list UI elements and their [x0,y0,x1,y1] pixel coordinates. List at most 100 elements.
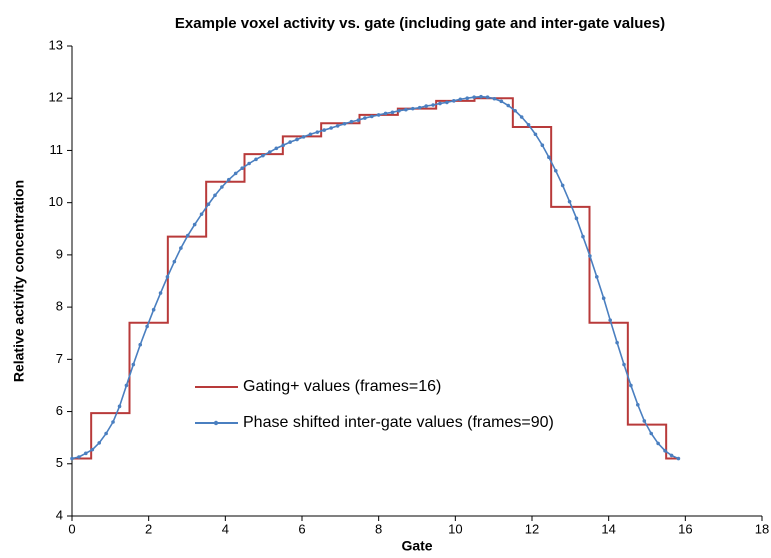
point [383,111,388,116]
y-tick-label: 7 [56,351,63,366]
x-tick-label: 16 [678,521,692,536]
point [540,143,545,148]
x-tick-label: 0 [68,521,75,536]
point [111,420,115,424]
point [452,99,456,103]
point [458,97,463,102]
point [301,135,306,139]
y-tick-label: 8 [56,299,63,314]
x-tick-label: 14 [601,521,615,536]
point [669,453,674,458]
point [281,143,286,148]
point [206,202,211,207]
y-tick-label: 9 [56,246,63,261]
point [485,95,490,99]
x-tick-label: 4 [222,521,229,536]
point [479,94,483,99]
point [315,130,320,134]
legend-marker [213,420,219,426]
point [506,103,511,108]
point [295,137,299,142]
point [329,126,333,130]
point [77,455,81,459]
point [226,177,231,182]
x-axis-label: Gate [401,538,432,554]
point [220,185,224,189]
point [445,100,449,105]
x-tick-label: 2 [145,521,152,536]
y-tick-label: 4 [56,507,63,522]
y-tick-label: 6 [56,403,63,418]
point [567,199,572,204]
point [376,113,381,117]
point [192,222,197,227]
point [240,166,244,170]
point [117,404,122,409]
point [247,161,251,166]
series-line [71,95,679,460]
point [179,246,183,250]
point [533,132,538,137]
point [349,119,354,124]
point [97,441,102,445]
x-tick-label: 8 [375,521,382,536]
point [369,114,374,119]
y-axis-label: Relative activity concentration [11,180,27,382]
point [199,212,204,216]
point [84,451,88,456]
point [356,118,361,122]
point [90,447,95,452]
point [185,233,190,238]
point [404,107,408,112]
point [335,124,340,128]
point [417,105,422,110]
point [70,456,74,461]
point [124,383,129,388]
point [268,150,272,154]
point [274,146,279,151]
y-tick-label: 13 [49,37,63,52]
point [513,108,517,113]
point [363,116,367,120]
point [465,96,470,101]
point [438,101,442,106]
point [397,108,401,113]
point [288,140,292,144]
y-tick-label: 5 [56,455,63,470]
y-tick-label: 10 [49,194,63,209]
point [622,362,626,367]
chart-title: Example voxel activity vs. gate (includi… [175,15,665,32]
point [390,110,395,115]
point [499,99,504,104]
point [145,324,149,329]
point [588,254,592,258]
point [158,291,163,295]
point [342,122,347,126]
point [138,342,143,347]
point [615,340,619,345]
point [131,362,136,367]
x-tick-label: 10 [448,521,462,536]
point [472,95,476,99]
y-tick-label: 11 [50,142,64,157]
y-tick-label: 12 [49,90,63,105]
legend-label: Phase shifted inter-gate values (frames=… [243,414,554,431]
point [410,106,415,111]
point [656,441,660,446]
x-tick-label: 6 [298,521,305,536]
point [519,115,524,119]
point [676,456,681,461]
point [560,183,565,188]
point [547,155,551,160]
point [492,96,497,101]
legend-label: Gating+ values (frames=16) [243,378,441,395]
point [526,123,531,127]
x-tick-label: 12 [525,521,539,536]
point [629,383,633,388]
x-tick-label: 18 [755,521,769,536]
point [165,275,170,279]
point [104,431,108,436]
point [261,153,265,158]
point [254,157,258,162]
